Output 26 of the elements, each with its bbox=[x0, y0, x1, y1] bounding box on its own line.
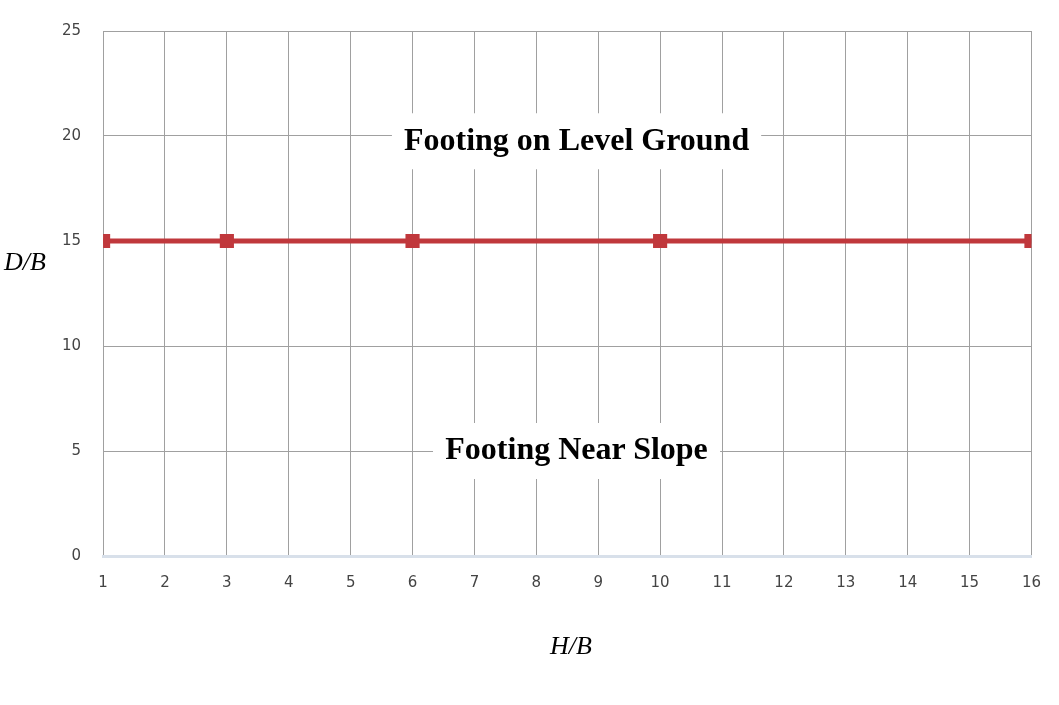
y-tick-label: 5 bbox=[71, 440, 82, 459]
x-tick-label: 16 bbox=[1021, 572, 1041, 591]
x-tick-label: 8 bbox=[531, 572, 542, 591]
x-tick-label: 7 bbox=[469, 572, 480, 591]
annotation: Footing Near Slope bbox=[445, 430, 708, 467]
x-tick-label: 10 bbox=[650, 572, 670, 591]
y-tick-label: 10 bbox=[61, 335, 82, 354]
x-tick-label: 13 bbox=[836, 572, 856, 591]
y-tick-label: 15 bbox=[61, 230, 82, 249]
x-tick-label: 5 bbox=[345, 572, 356, 591]
x-tick-label: 11 bbox=[712, 572, 732, 591]
x-tick-label: 9 bbox=[593, 572, 603, 591]
x-tick-label: 14 bbox=[898, 572, 918, 591]
y-axis-title: D/B bbox=[4, 247, 46, 276]
x-tick-label: 4 bbox=[283, 572, 294, 591]
y-tick-label: 25 bbox=[61, 20, 82, 39]
y-tick-label: 20 bbox=[61, 125, 82, 144]
x-tick-label: 3 bbox=[222, 572, 232, 591]
x-tick-label: 6 bbox=[407, 572, 418, 591]
x-axis-title: H/B bbox=[550, 631, 592, 660]
x-tick-label: 12 bbox=[774, 572, 794, 591]
x-tick-label: 2 bbox=[160, 572, 170, 591]
annotation: Footing on Level Ground bbox=[403, 120, 750, 157]
x-tick-label: 1 bbox=[98, 572, 108, 591]
x-tick-label: 15 bbox=[960, 572, 980, 591]
y-tick-label: 0 bbox=[71, 545, 82, 564]
